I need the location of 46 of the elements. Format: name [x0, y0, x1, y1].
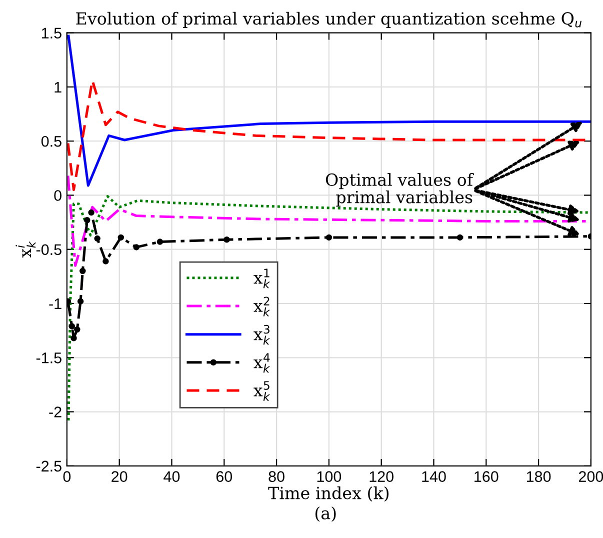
x-axis-title: Time index (k) — [268, 486, 389, 502]
text: (a) — [315, 506, 336, 522]
point — [70, 335, 77, 342]
point — [74, 326, 80, 333]
point — [102, 258, 109, 264]
legend-label: x$^{2}$$_{k}$ — [254, 296, 270, 316]
point — [156, 238, 164, 245]
y-tick-label: -0.5 — [36, 244, 62, 256]
point — [118, 234, 124, 241]
y-axis-title: x$^{i}$$_{k}$ — [16, 241, 36, 258]
x-tick-label: 40 — [164, 471, 180, 482]
point — [84, 217, 90, 224]
y-tick-label: -1 — [49, 298, 62, 310]
x-tick-label: 80 — [268, 471, 284, 482]
point — [94, 235, 100, 242]
point — [68, 323, 76, 330]
x-tick-label: 180 — [526, 471, 551, 482]
x-tick-label: 160 — [474, 471, 498, 482]
legend-label: x$^{5}$$_{k}$ — [254, 381, 270, 401]
y-tick-label: 1 — [54, 82, 62, 92]
point — [77, 298, 84, 304]
x-tick-label: 60 — [216, 471, 232, 482]
legend-label: x$^{3}$$_{k}$ — [254, 324, 270, 345]
x-tick-label: 0 — [63, 471, 71, 482]
legend-label: x$^{4}$$_{k}$ — [254, 353, 270, 373]
point — [456, 234, 464, 241]
y-tick-label: -2 — [49, 406, 62, 418]
y-tick-label: 0 — [54, 190, 62, 201]
x-tick-label: 100 — [317, 471, 342, 482]
y-tick-label: 1.5 — [42, 28, 62, 39]
x-tick-label: 20 — [112, 471, 128, 482]
point — [133, 244, 140, 250]
x-tick-label: 120 — [370, 471, 394, 482]
legend-label: x$^{1}$$_{k}$ — [254, 268, 270, 288]
y-tick-label: -1.5 — [36, 352, 62, 364]
x-tick-label: 200 — [578, 471, 603, 482]
chart-title: Evolution of primal variables under quantization scehme Q$_{u}$ — [76, 12, 582, 28]
point — [66, 298, 72, 304]
y-tick-label: 0.5 — [41, 136, 62, 147]
point — [224, 236, 230, 243]
annotation: Optimal values of primal variables — [326, 173, 474, 207]
point — [88, 209, 94, 216]
point — [80, 268, 86, 274]
y-tick-label: -2.5 — [36, 460, 62, 472]
x-tick-label: 140 — [422, 471, 446, 482]
point — [326, 234, 332, 241]
